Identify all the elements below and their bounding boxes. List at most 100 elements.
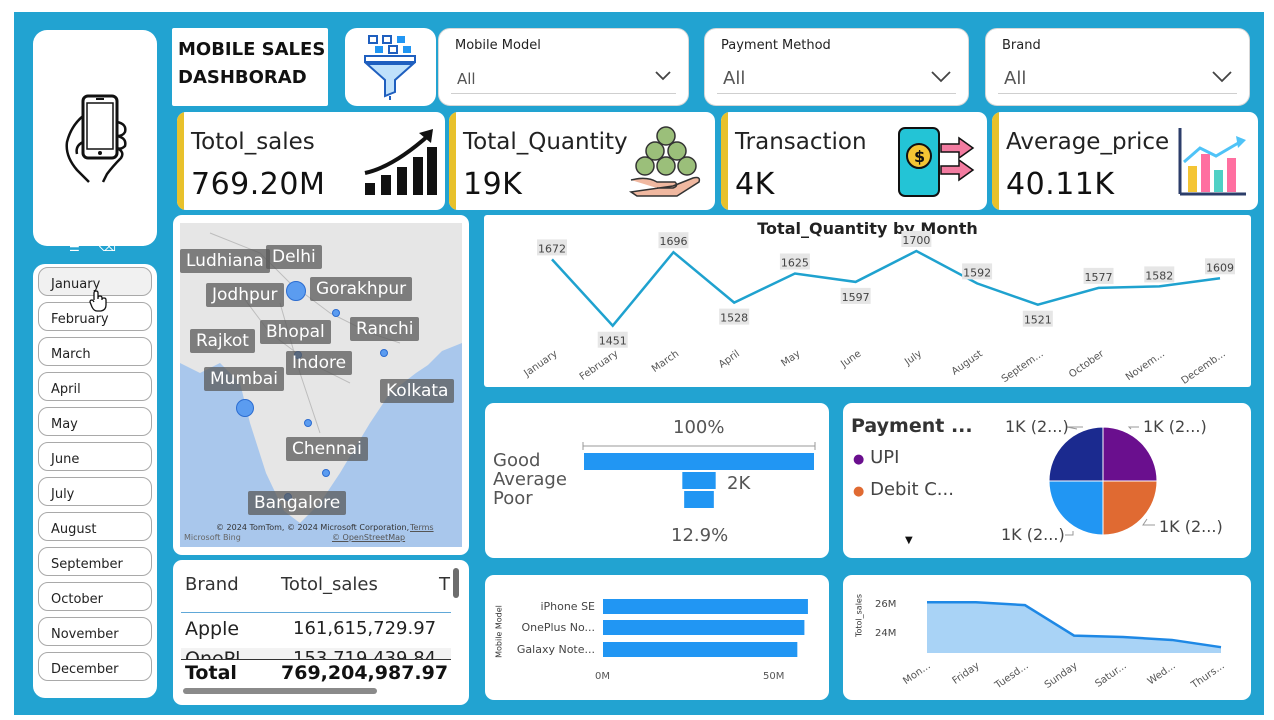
chevron-down-icon xyxy=(655,71,671,81)
month-label: June xyxy=(51,452,80,467)
more-options-icon[interactable]: ⋯ xyxy=(133,238,145,252)
data-label: 1451 xyxy=(599,335,627,348)
quantity-by-month-chart: Total_Quantity by Month 1672 1451 1696 1528… xyxy=(484,215,1251,387)
category-label: Galaxy Note... xyxy=(517,643,595,656)
month-button-april[interactable]: April xyxy=(38,372,152,401)
table-cell-sales: 161,615,729.97 xyxy=(293,618,437,639)
column-header-truncated[interactable]: T xyxy=(439,574,450,595)
city-label: Mumbai xyxy=(204,367,284,391)
brand-dropdown[interactable]: All xyxy=(998,62,1237,94)
filter-icon[interactable]: ☰ xyxy=(69,240,80,254)
x-tick-label: Septem... xyxy=(1000,348,1046,385)
slice-label: 1K (2...) xyxy=(1159,517,1223,536)
header-divider xyxy=(181,612,451,613)
month-button-june[interactable]: June xyxy=(38,442,152,471)
city-bubble[interactable] xyxy=(332,309,340,317)
month-button-november[interactable]: November xyxy=(38,617,152,646)
india-map[interactable]: Ludhiana Delhi Jodhpur Gorakhpur Bhopal … xyxy=(180,223,462,547)
funnel-chart-svg[interactable] xyxy=(485,403,829,558)
payment-method-dropdown[interactable]: All xyxy=(717,62,956,94)
area-chart-svg[interactable]: Mon... Friday Tuesd... Sunday Satur... Wed...… xyxy=(843,575,1251,700)
chart-title: Payment ... xyxy=(851,415,973,437)
data-label-bg xyxy=(1083,267,1114,284)
x-tick-label: Wed... xyxy=(1146,660,1178,687)
city-label: Bangalore xyxy=(248,491,347,515)
line-chart-svg[interactable]: 1672 1451 1696 1528 1625 1597 1700 1592 1521 1577… xyxy=(484,215,1251,387)
funnel-legend: Good Average Poor xyxy=(493,451,567,508)
month-button-may[interactable]: May xyxy=(38,407,152,436)
legend-item-debit[interactable]: ● Debit C... xyxy=(853,479,954,500)
city-label: Gorakhpur xyxy=(310,277,413,301)
city-bubble[interactable] xyxy=(322,469,330,477)
data-label-bg xyxy=(597,331,628,348)
mobile-model-dropdown[interactable]: All xyxy=(451,62,676,94)
eraser-icon[interactable]: ⌫ xyxy=(99,240,116,254)
data-label: 1672 xyxy=(538,242,566,255)
funnel-top-label: 100% xyxy=(673,417,725,438)
horizontal-scrollbar[interactable] xyxy=(183,688,377,694)
kpi-name: Total_Quantity xyxy=(463,129,628,155)
month-button-july[interactable]: July xyxy=(38,477,152,506)
legend-scroll-down-icon[interactable]: ▼ xyxy=(905,535,913,546)
legend-good: Good xyxy=(493,450,541,471)
legend-label: UPI xyxy=(870,447,900,468)
map-copyright: © 2024 TomTom, © 2024 Microsoft Corporat… xyxy=(216,523,410,532)
table-total-label: Total xyxy=(185,662,237,684)
city-bubble[interactable] xyxy=(380,349,388,357)
x-tick-label: Decemb... xyxy=(1180,348,1228,386)
pie-chart-svg[interactable] xyxy=(843,403,1251,558)
map-terms-link[interactable]: Terms xyxy=(410,523,434,532)
bar-chart-icon xyxy=(1178,128,1246,196)
payment-method-filter[interactable]: Payment Method All xyxy=(704,28,969,106)
table-cell-brand: Apple xyxy=(185,618,240,640)
data-label-bg xyxy=(1205,258,1235,275)
funnel-bottom-label: 12.9% xyxy=(671,525,729,546)
legend-poor: Poor xyxy=(493,488,533,509)
dashboard-title: MOBILE SALES DASHBORAD xyxy=(178,39,326,88)
payment-pie-chart: Payment ... ● UPI ● Debit C... ▼ 1K (2..… xyxy=(843,403,1251,558)
data-funnel-icon xyxy=(364,35,416,100)
city-bubble[interactable] xyxy=(286,281,306,301)
month-button-march[interactable]: March xyxy=(38,337,152,366)
kpi-card-average-price: Average_price 40.11K xyxy=(992,112,1258,210)
city-label: Ludhiana xyxy=(180,249,270,273)
model-bar xyxy=(603,642,798,657)
brand-sales-table: Brand Totol_sales T Apple 161,615,729.97… xyxy=(173,560,469,705)
month-label: March xyxy=(51,347,91,362)
legend-item-upi[interactable]: ● UPI xyxy=(853,447,899,468)
mobile-payment-icon: $ xyxy=(898,127,975,197)
total-divider xyxy=(181,659,451,660)
data-label: 1609 xyxy=(1206,261,1234,274)
city-bubble[interactable] xyxy=(304,419,312,427)
data-label-bg xyxy=(1144,266,1175,283)
bar-chart-svg[interactable]: iPhone SE OnePlus No... Galaxy Note... xyxy=(485,575,829,700)
filter-label: Payment Method xyxy=(721,38,831,53)
coins-hand-icon xyxy=(628,126,701,197)
data-label-bg xyxy=(840,287,871,304)
data-label: 1696 xyxy=(659,235,687,248)
month-label: September xyxy=(51,557,123,572)
month-button-september[interactable]: September xyxy=(38,547,152,576)
column-header-brand[interactable]: Brand xyxy=(185,574,239,595)
y-tick: 26M xyxy=(875,599,897,610)
month-button-december[interactable]: December xyxy=(38,652,152,681)
mobile-model-filter[interactable]: Mobile Model All xyxy=(438,28,689,106)
brand-filter[interactable]: Brand All xyxy=(985,28,1250,106)
vertical-scrollbar[interactable] xyxy=(453,568,459,598)
month-label: May xyxy=(51,417,78,432)
column-header-sales[interactable]: Totol_sales xyxy=(281,574,378,595)
legend-dot: ● xyxy=(853,452,865,467)
month-label: November xyxy=(51,627,119,642)
data-label-bg xyxy=(537,239,567,256)
kpi-name: Totol_sales xyxy=(191,129,315,155)
pie-slice xyxy=(1102,480,1158,536)
data-label: 1592 xyxy=(963,266,991,279)
data-label-bg xyxy=(901,231,932,247)
x-tick: 50M xyxy=(763,671,785,682)
city-label: Indore xyxy=(286,351,353,375)
month-button-august[interactable]: August xyxy=(38,512,152,541)
map-osm-link[interactable]: © OpenStreetMap xyxy=(332,533,406,542)
city-bubble[interactable] xyxy=(236,399,254,417)
hand-cursor-icon xyxy=(89,290,107,312)
month-button-october[interactable]: October xyxy=(38,582,152,611)
